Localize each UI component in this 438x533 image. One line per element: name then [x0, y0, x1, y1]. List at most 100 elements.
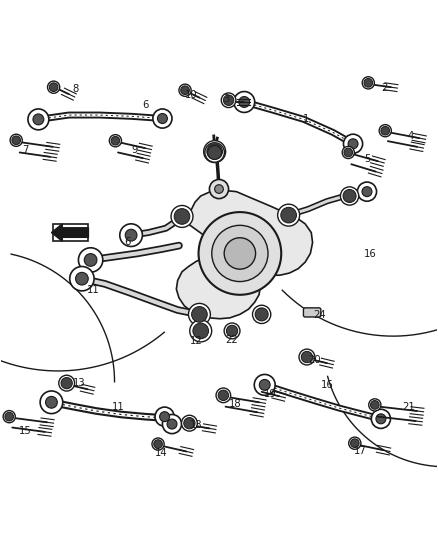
Circle shape — [350, 439, 359, 448]
Circle shape — [174, 208, 190, 224]
Circle shape — [239, 96, 250, 108]
Circle shape — [224, 238, 256, 269]
Circle shape — [349, 437, 361, 449]
Text: FWD: FWD — [57, 228, 84, 238]
Text: 24: 24 — [313, 310, 325, 320]
Circle shape — [179, 84, 191, 96]
Text: 16: 16 — [321, 380, 333, 390]
Text: 22: 22 — [226, 335, 238, 345]
Circle shape — [155, 407, 174, 426]
Text: 13: 13 — [190, 421, 203, 430]
Circle shape — [207, 144, 223, 159]
Circle shape — [198, 212, 281, 295]
Circle shape — [167, 419, 177, 429]
Circle shape — [281, 207, 297, 223]
Circle shape — [111, 136, 120, 145]
Circle shape — [110, 135, 121, 147]
Text: 10: 10 — [184, 90, 197, 100]
Circle shape — [369, 399, 381, 411]
Circle shape — [343, 134, 363, 154]
Circle shape — [40, 391, 63, 414]
Circle shape — [125, 229, 137, 241]
Circle shape — [181, 86, 189, 94]
Text: 6: 6 — [124, 237, 131, 247]
Circle shape — [253, 305, 271, 324]
Circle shape — [371, 409, 391, 429]
Circle shape — [12, 136, 21, 144]
Circle shape — [221, 93, 236, 108]
Circle shape — [234, 92, 254, 112]
Circle shape — [342, 147, 354, 158]
Text: 7: 7 — [22, 145, 28, 155]
Circle shape — [191, 306, 207, 322]
Circle shape — [259, 379, 270, 390]
Circle shape — [159, 411, 170, 422]
Text: 14: 14 — [155, 448, 168, 458]
Circle shape — [344, 148, 353, 157]
Circle shape — [3, 410, 15, 423]
Text: 17: 17 — [354, 447, 367, 456]
Circle shape — [226, 325, 238, 336]
Circle shape — [381, 126, 390, 135]
Text: 8: 8 — [72, 84, 78, 94]
Circle shape — [208, 146, 222, 159]
Circle shape — [28, 109, 49, 130]
Circle shape — [362, 77, 374, 89]
FancyArrow shape — [51, 224, 88, 241]
Circle shape — [46, 397, 57, 408]
Circle shape — [348, 139, 358, 149]
Circle shape — [215, 184, 223, 193]
Circle shape — [84, 254, 97, 266]
Circle shape — [152, 438, 164, 450]
Circle shape — [223, 95, 234, 106]
Text: 13: 13 — [73, 378, 85, 388]
Text: 6: 6 — [142, 100, 148, 110]
Text: 12: 12 — [190, 336, 203, 346]
Circle shape — [61, 377, 72, 389]
Circle shape — [153, 109, 172, 128]
Text: 21: 21 — [402, 402, 415, 411]
Circle shape — [49, 83, 58, 92]
Text: 19: 19 — [264, 389, 277, 399]
Text: 1: 1 — [303, 114, 309, 124]
Circle shape — [218, 390, 229, 400]
Circle shape — [212, 225, 268, 281]
FancyBboxPatch shape — [304, 308, 321, 317]
Circle shape — [184, 417, 195, 429]
Circle shape — [76, 272, 88, 285]
Circle shape — [299, 349, 315, 365]
Circle shape — [364, 78, 373, 87]
Circle shape — [157, 114, 167, 124]
Circle shape — [190, 320, 212, 342]
Circle shape — [278, 204, 300, 226]
Circle shape — [10, 134, 22, 147]
Circle shape — [70, 266, 94, 291]
Circle shape — [181, 415, 198, 431]
Circle shape — [193, 323, 208, 339]
Circle shape — [5, 413, 14, 421]
Circle shape — [343, 189, 356, 203]
Text: 9: 9 — [131, 145, 138, 155]
Circle shape — [154, 440, 162, 448]
Circle shape — [340, 187, 359, 205]
Text: 16: 16 — [364, 249, 377, 260]
Circle shape — [59, 375, 74, 391]
Circle shape — [379, 125, 391, 137]
Circle shape — [301, 351, 313, 362]
Circle shape — [254, 375, 275, 395]
Circle shape — [371, 400, 379, 409]
Circle shape — [171, 206, 193, 228]
Circle shape — [224, 323, 240, 339]
Circle shape — [78, 248, 103, 272]
Circle shape — [362, 187, 372, 197]
Text: 20: 20 — [308, 355, 321, 365]
Text: 18: 18 — [229, 399, 242, 409]
Circle shape — [204, 141, 226, 163]
Circle shape — [120, 224, 142, 246]
Circle shape — [47, 81, 60, 93]
Text: 15: 15 — [19, 426, 32, 436]
Text: 5: 5 — [364, 154, 370, 164]
Text: 11: 11 — [112, 402, 124, 411]
Circle shape — [162, 415, 182, 434]
Circle shape — [357, 182, 377, 201]
